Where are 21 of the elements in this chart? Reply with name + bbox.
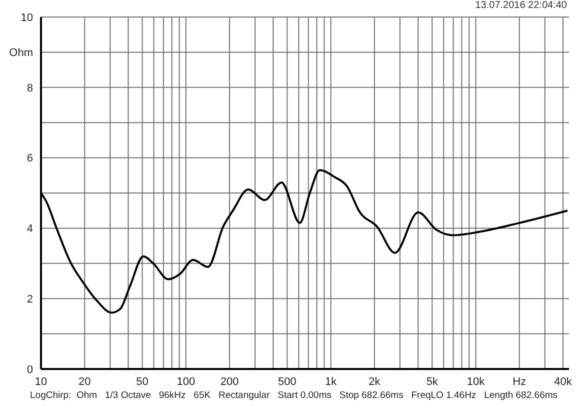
x-tick-label: 40k xyxy=(554,376,572,388)
x-tick-label: 200 xyxy=(220,376,239,388)
y-tick-label: 8 xyxy=(26,82,33,94)
x-tick-label: 500 xyxy=(278,376,296,388)
y-tick-label: 10 xyxy=(20,12,33,24)
y-tick-label: 2 xyxy=(26,294,33,306)
y-tick-label: 0 xyxy=(26,364,33,376)
y-tick-label: 6 xyxy=(26,152,33,165)
x-tick-label: 2k xyxy=(368,376,381,388)
x-tick-label: 10 xyxy=(34,376,48,388)
x-tick-label: 10k xyxy=(466,376,486,388)
x-tick-label: 1k xyxy=(325,376,338,388)
text: LogChirp: Ohm 1/3 Octave 96kHz 65K Rectangular Start 0.00ms Stop 682.66ms FreqLO 1.46Hz Length 682.66ms xyxy=(30,390,558,402)
x-tick-label: 50 xyxy=(136,376,148,388)
y-tick-label: Ohm xyxy=(9,47,33,60)
x-tick-label: 100 xyxy=(176,376,196,388)
x-tick-label: Hz xyxy=(512,376,526,388)
y-tick-label: 4 xyxy=(26,223,33,236)
x-tick-label: 5k xyxy=(426,376,438,388)
text: 13.07.2016 22:04:40 xyxy=(475,0,567,11)
x-tick-label: 20 xyxy=(78,376,91,388)
